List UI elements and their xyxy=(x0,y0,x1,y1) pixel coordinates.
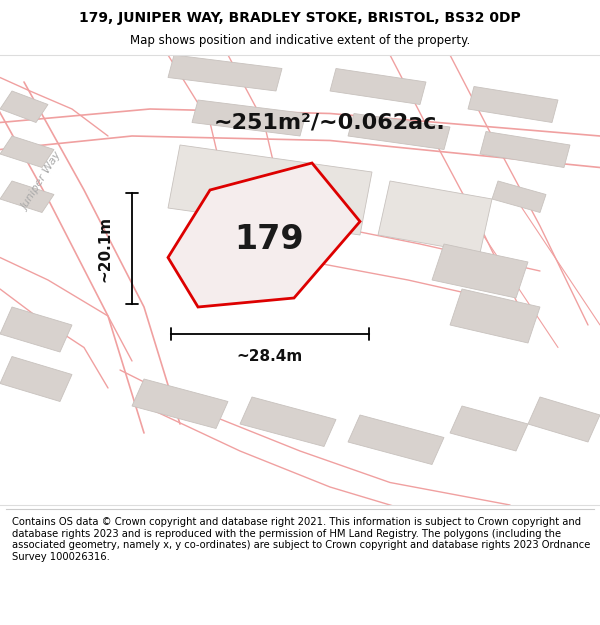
Polygon shape xyxy=(0,307,72,352)
Polygon shape xyxy=(0,356,72,401)
Polygon shape xyxy=(492,181,546,213)
Text: Juniper Way: Juniper Way xyxy=(20,150,64,212)
Polygon shape xyxy=(168,163,360,307)
Polygon shape xyxy=(168,55,282,91)
Text: ~251m²/~0.062ac.: ~251m²/~0.062ac. xyxy=(214,112,446,132)
Polygon shape xyxy=(378,181,492,253)
Polygon shape xyxy=(450,289,540,343)
Polygon shape xyxy=(432,244,528,298)
Polygon shape xyxy=(0,91,48,123)
Polygon shape xyxy=(528,397,600,442)
Polygon shape xyxy=(132,379,228,429)
Polygon shape xyxy=(330,69,426,104)
Polygon shape xyxy=(348,114,450,149)
Polygon shape xyxy=(0,136,54,168)
Text: ~20.1m: ~20.1m xyxy=(97,216,113,281)
Text: Contains OS data © Crown copyright and database right 2021. This information is : Contains OS data © Crown copyright and d… xyxy=(12,517,590,562)
Polygon shape xyxy=(450,406,528,451)
Polygon shape xyxy=(0,181,54,213)
Text: ~28.4m: ~28.4m xyxy=(237,349,303,364)
Text: Map shows position and indicative extent of the property.: Map shows position and indicative extent… xyxy=(130,34,470,47)
Polygon shape xyxy=(480,131,570,168)
Polygon shape xyxy=(348,415,444,464)
Text: 179: 179 xyxy=(234,223,304,256)
Polygon shape xyxy=(240,397,336,446)
Polygon shape xyxy=(192,100,306,136)
Text: 179, JUNIPER WAY, BRADLEY STOKE, BRISTOL, BS32 0DP: 179, JUNIPER WAY, BRADLEY STOKE, BRISTOL… xyxy=(79,11,521,25)
Polygon shape xyxy=(168,145,372,235)
Polygon shape xyxy=(468,86,558,123)
